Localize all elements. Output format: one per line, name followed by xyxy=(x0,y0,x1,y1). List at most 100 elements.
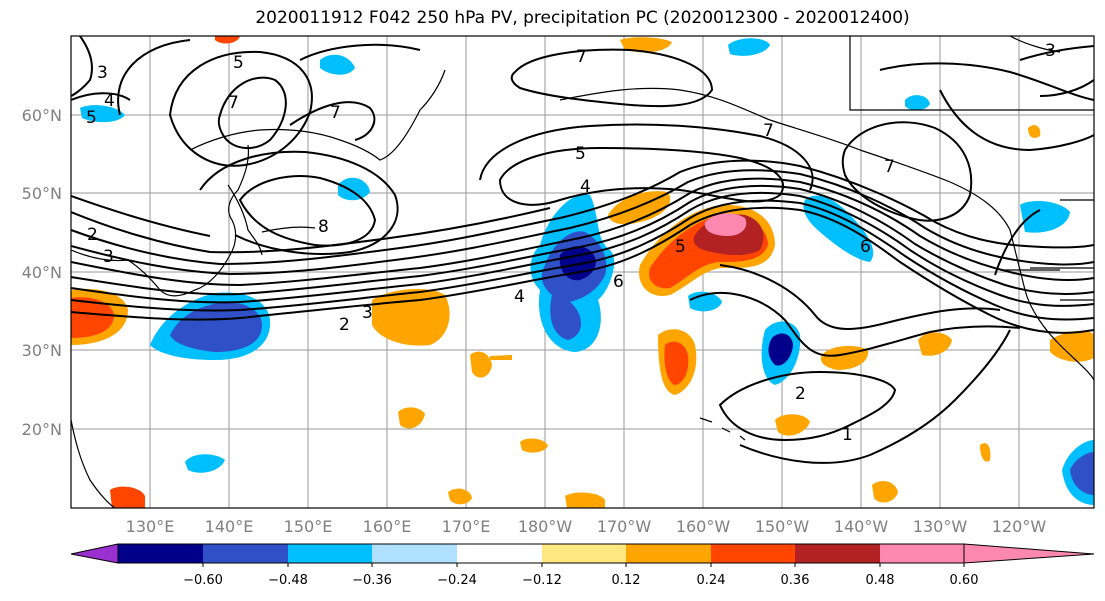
shade-blob xyxy=(1020,200,1070,233)
colorbar-ticks xyxy=(202,563,965,567)
colorbar-swatch xyxy=(203,544,288,563)
contour-line xyxy=(71,177,1094,287)
contour-line xyxy=(71,199,1094,321)
contour-label: 8 xyxy=(318,217,329,237)
colorbar-tick-label: 0.36 xyxy=(781,573,810,588)
colorbar-extend-max xyxy=(963,543,1095,564)
colorbar-tick-label: −0.36 xyxy=(352,573,392,588)
shade-blob xyxy=(1050,330,1094,362)
contour-line xyxy=(739,329,1011,464)
contour-label: 3 xyxy=(103,247,114,267)
colorbar-tick-label: 0.48 xyxy=(866,573,895,588)
contour-label: 2 xyxy=(87,225,98,245)
shade-blob xyxy=(338,177,370,201)
gridlines xyxy=(71,36,1094,508)
lat-label: 30°N xyxy=(22,341,62,360)
contour-line xyxy=(71,159,1094,266)
colorbar-swatch xyxy=(118,544,203,563)
shade-blob xyxy=(872,480,898,503)
contour-label: 1 xyxy=(842,425,853,445)
colorbar-extend-min xyxy=(70,543,119,564)
longitude-labels: 130°E 140°E 150°E 160°E 170°E 180°W 170°… xyxy=(126,517,1047,536)
lon-label: 130°E xyxy=(126,517,175,536)
shade-blob xyxy=(170,302,262,352)
contour-line xyxy=(1039,79,1094,97)
shade-blob xyxy=(728,38,770,56)
contour-label: 3 xyxy=(362,303,373,323)
shade-blob xyxy=(918,332,952,356)
lon-label: 170°W xyxy=(597,517,652,536)
contour-line xyxy=(1019,45,1094,61)
contour-label: 5 xyxy=(675,237,686,257)
shade-blob xyxy=(664,341,689,385)
lat-label: 40°N xyxy=(22,263,62,282)
colorbar-swatch xyxy=(626,544,711,563)
map-title: 2020011912 F042 250 hPa PV, precipitatio… xyxy=(255,8,910,28)
colorbar-tick-label: −0.12 xyxy=(522,573,562,588)
map-frame xyxy=(70,35,1095,509)
shade-blob xyxy=(110,486,145,508)
shade-blob xyxy=(520,438,548,453)
shade-blob xyxy=(775,414,810,436)
colorbar-swatch xyxy=(457,544,542,563)
colorbar-swatch xyxy=(288,544,372,563)
pv-contours xyxy=(71,36,1094,464)
contour-line xyxy=(71,192,1094,307)
shade-blob xyxy=(71,297,114,338)
contour-line xyxy=(479,123,814,191)
colorbar-swatch xyxy=(542,544,626,563)
shade-blob xyxy=(905,95,930,111)
lon-label: 160°E xyxy=(363,517,412,536)
lon-label: 160°W xyxy=(676,517,731,536)
contour-line xyxy=(71,36,93,97)
lon-label: 170°E xyxy=(442,517,491,536)
contour-line xyxy=(71,184,1094,296)
contour-line xyxy=(71,195,211,237)
shade-blob xyxy=(215,36,240,44)
contour-line xyxy=(117,39,191,116)
contour-label: 7 xyxy=(884,157,895,177)
colorbar: −0.60 −0.48 −0.36 −0.24 −0.12 0.12 0.24 … xyxy=(70,543,1095,588)
shade-blob xyxy=(470,351,492,378)
contour-label: 6 xyxy=(860,237,871,257)
contour-label: 4 xyxy=(580,177,591,197)
lat-label: 50°N xyxy=(22,184,62,203)
contour-label: 2 xyxy=(339,315,350,335)
lat-label: 60°N xyxy=(22,106,62,125)
contour-line xyxy=(71,169,1094,276)
contour-line xyxy=(71,207,551,254)
contour-label: 7 xyxy=(330,103,341,123)
contour-line xyxy=(289,101,376,141)
contour-label: 7 xyxy=(228,93,239,113)
contour-label: 3 xyxy=(1045,41,1056,61)
colorbar-tick-label: 0.24 xyxy=(697,573,726,588)
contour-line xyxy=(510,48,714,108)
lon-label: 140°E xyxy=(205,517,254,536)
contour-line xyxy=(71,206,1094,334)
shade-blob xyxy=(320,54,355,75)
shade-blob xyxy=(620,37,672,53)
contour-line xyxy=(299,43,421,61)
shade-blob xyxy=(768,333,793,366)
lon-label: 150°E xyxy=(284,517,333,536)
colorbar-tick-label: −0.60 xyxy=(183,573,223,588)
contour-line xyxy=(841,121,973,222)
contour-line xyxy=(199,150,399,255)
colorbar-tick-label: 0.12 xyxy=(612,573,641,588)
contour-label: 2 xyxy=(795,384,806,404)
contour-line xyxy=(994,209,1041,276)
contour-line xyxy=(217,76,287,149)
colorbar-tick-label: −0.48 xyxy=(268,573,308,588)
shade-blob xyxy=(565,492,605,508)
contour-label: 4 xyxy=(104,91,115,111)
lon-label: 150°W xyxy=(755,517,810,536)
lon-label: 130°W xyxy=(913,517,968,536)
contour-label: 5 xyxy=(233,53,244,73)
lon-label: 180°W xyxy=(518,517,573,536)
colorbar-swatch xyxy=(795,544,880,563)
shade-blob xyxy=(398,407,425,429)
coastlines xyxy=(71,36,1094,508)
shade-blob xyxy=(490,355,512,360)
contour-line xyxy=(718,370,897,442)
